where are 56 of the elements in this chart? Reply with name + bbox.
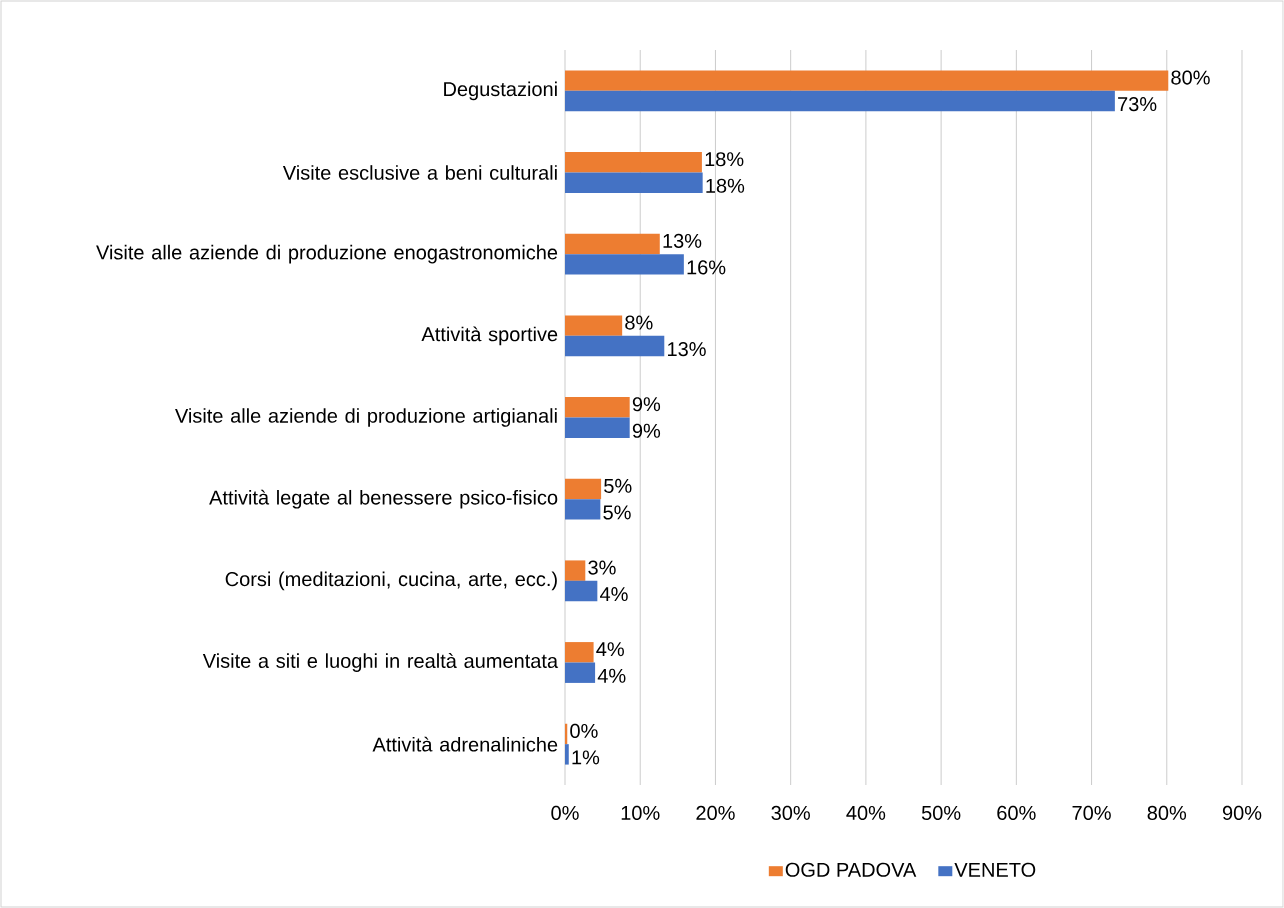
x-tick-label: 40%: [846, 805, 886, 821]
x-tick-label: 0%: [551, 805, 579, 821]
bar: [565, 70, 1169, 91]
data-label: 18%: [705, 152, 744, 167]
x-tick-label: 50%: [921, 805, 961, 821]
data-label: 8%: [625, 315, 653, 330]
bar: [565, 417, 630, 438]
y-tick-label: Corsi (meditazioni, cucina, arte, ecc.): [225, 571, 557, 591]
bar: [565, 642, 594, 663]
bar: [565, 662, 596, 683]
y-tick-label: Visite alle aziende di produzione artigianali: [175, 408, 557, 427]
bar: [565, 580, 598, 602]
bar: [565, 478, 602, 500]
data-label: 80%: [1171, 70, 1210, 85]
x-tick-label: 20%: [696, 805, 735, 821]
x-tick-label: 10%: [621, 805, 660, 821]
bar: [565, 744, 569, 765]
data-label: 4%: [596, 642, 624, 657]
data-label: 4%: [600, 587, 628, 602]
bar: [565, 254, 684, 275]
y-tick-label: Attività adrenaliniche: [372, 736, 558, 752]
legend-label: OGD PADOVA: [785, 862, 917, 877]
y-tick-label: Attività legate al benessere psico-fisico: [209, 489, 558, 509]
data-label: 16%: [687, 260, 726, 275]
bar: [565, 335, 665, 357]
x-tick-label: 30%: [771, 805, 810, 821]
bar: [565, 233, 660, 255]
x-tick-label: 80%: [1147, 805, 1187, 821]
x-tick-label: 70%: [1072, 805, 1111, 821]
bar: [565, 499, 601, 520]
y-tick-label: Visite a siti e luoghi in realtà aumentata: [202, 653, 559, 672]
bar: [565, 172, 703, 193]
data-label: 73%: [1118, 97, 1157, 112]
data-label: 5%: [604, 478, 632, 493]
y-tick-label: Visite esclusive a beni culturali: [282, 165, 557, 180]
data-label: 4%: [597, 668, 626, 683]
data-label: 9%: [632, 397, 661, 412]
bar: [565, 560, 586, 581]
data-label: 0%: [570, 723, 598, 738]
x-tick-label: 90%: [1222, 805, 1262, 821]
y-tick-label: Degustazioni: [444, 81, 557, 101]
bar: [565, 315, 623, 336]
data-label: 13%: [668, 342, 706, 357]
bar: [565, 90, 1115, 112]
data-label: 3%: [588, 560, 616, 575]
data-label: 5%: [603, 505, 631, 520]
data-label: 9%: [632, 423, 661, 438]
x-tick-label: 60%: [997, 805, 1036, 821]
legend-label: VENETO: [954, 862, 1036, 877]
y-tick-label: Visite alle aziende di produzione enogastronomiche: [96, 244, 558, 264]
data-label: 1%: [572, 750, 600, 765]
y-tick-label: Attività sportive: [421, 326, 558, 346]
data-label: 18%: [706, 178, 745, 193]
bar: [565, 397, 630, 418]
data-label: 13%: [663, 233, 702, 248]
bar: [565, 152, 702, 173]
